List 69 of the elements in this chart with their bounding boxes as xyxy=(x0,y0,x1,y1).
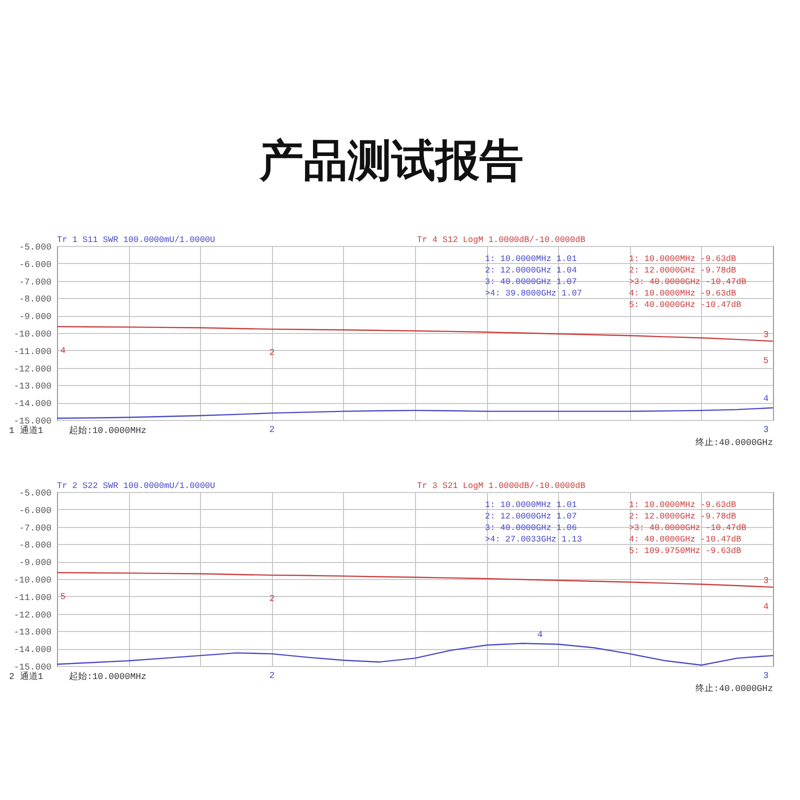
annotation: 4 xyxy=(537,630,543,640)
y-tick-label: -9.000 xyxy=(19,312,52,322)
annotation: 3: 40.0000GHz 1.06 xyxy=(485,523,577,533)
text: 起始:10.0000MHz xyxy=(69,671,146,682)
y-tick-label: -15.000 xyxy=(14,662,52,672)
annotation: >4: 39.8000GHz 1.07 xyxy=(485,288,582,298)
annotation: 2: 12.0000GHz -9.78dB xyxy=(629,266,736,276)
text: 3 xyxy=(763,671,769,681)
line-series xyxy=(56,326,774,342)
y-tick-label: -7.000 xyxy=(19,523,52,534)
annotation: >4: 27.0033GHz 1.13 xyxy=(485,534,582,544)
annotation: >3: 40.0000GHz -10.47dB xyxy=(629,523,746,533)
annotation: 1: 10.0000MHz -9.63dB xyxy=(629,500,736,510)
annotation: 2: 12.0000GHz -9.78dB xyxy=(629,512,736,522)
text: Tr 1 S11 SWR 100.0000mU/1.0000U xyxy=(57,235,216,245)
line-series xyxy=(56,407,774,419)
y-tick-label: -9.000 xyxy=(19,558,52,568)
annotation: 2 xyxy=(269,594,275,604)
y-tick-label: -6.000 xyxy=(19,506,52,516)
y-tick-label: -8.000 xyxy=(19,540,52,551)
text: Tr 2 S22 SWR 100.0000mU/1.0000U xyxy=(57,481,216,491)
annotation: 4: 10.0000MHz -9.63dB xyxy=(629,288,736,298)
annotation: 4 xyxy=(60,346,66,356)
annotation: 4 xyxy=(763,602,769,612)
y-tick-label: -12.000 xyxy=(14,364,52,374)
annotation: 5: 40.0000GHz -10.47dB xyxy=(629,300,742,310)
annotation: 2: 12.0000GHz 1.04 xyxy=(485,266,577,276)
y-tick-label: -6.000 xyxy=(19,260,52,270)
text: 2 通道1 xyxy=(9,671,44,682)
y-tick-label: -8.000 xyxy=(19,294,52,305)
annotation: 2: 12.0000GHz 1.07 xyxy=(485,512,577,522)
annotation: >3: 40.0000GHz -10.47dB xyxy=(629,277,746,287)
text: 2 xyxy=(269,671,275,681)
y-tick-label: -12.000 xyxy=(14,610,52,620)
annotation: 1: 10.0000MHz 1.01 xyxy=(485,254,577,264)
text: 终止:40.0000GHz xyxy=(696,683,773,694)
text: Tr 4 S12 LogM 1.0000dB/-10.0000dB xyxy=(417,235,586,245)
text: 起始:10.0000MHz xyxy=(69,425,146,436)
text: 2 xyxy=(269,425,275,435)
line-series xyxy=(56,572,774,588)
annotation: 1: 10.0000MHz 1.01 xyxy=(485,500,577,510)
annotation: 3: 40.0000GHz 1.07 xyxy=(485,277,577,287)
annotation: 4 xyxy=(763,394,769,404)
y-tick-label: -15.000 xyxy=(14,416,52,426)
annotation: 5: 109.9750MHz -9.63dB xyxy=(629,546,742,556)
y-tick-label: -10.000 xyxy=(14,330,52,340)
chart-title: 产品测试报告 xyxy=(258,136,524,186)
y-tick-label: -10.000 xyxy=(14,576,52,586)
text: Tr 3 S21 LogM 1.0000dB/-10.0000dB xyxy=(417,481,586,491)
y-tick-label: -13.000 xyxy=(14,382,52,392)
y-tick-label: -14.000 xyxy=(14,399,52,410)
y-tick-label: -5.000 xyxy=(19,488,52,498)
text: 3 xyxy=(763,425,769,435)
y-tick-label: -11.000 xyxy=(14,592,52,603)
annotation: 5 xyxy=(763,356,769,366)
y-tick-label: -5.000 xyxy=(19,242,52,252)
annotation: 5 xyxy=(60,592,66,602)
y-tick-label: -13.000 xyxy=(14,628,52,638)
annotation: 3 xyxy=(763,576,769,586)
text: 终止:40.0000GHz xyxy=(696,437,773,448)
annotation: 2 xyxy=(269,348,275,358)
annotation: 3 xyxy=(763,330,769,340)
y-tick-label: -7.000 xyxy=(19,277,52,288)
annotation: 4: 40.0000GHz -10.47dB xyxy=(629,534,742,544)
y-tick-label: -11.000 xyxy=(14,346,52,357)
y-tick-label: -14.000 xyxy=(14,645,52,656)
text: 1 通道1 xyxy=(9,425,44,436)
line-series xyxy=(56,642,774,666)
annotation: 1: 10.0000MHz -9.63dB xyxy=(629,254,736,264)
